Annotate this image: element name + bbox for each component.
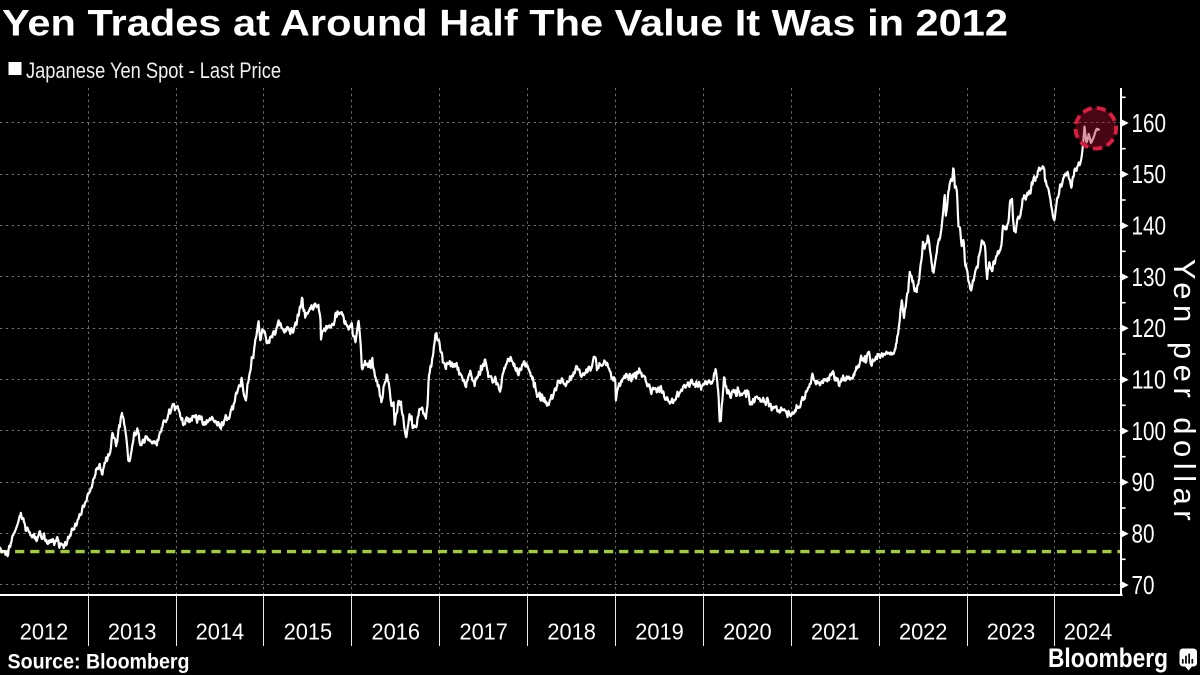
svg-text:Bloomberg: Bloomberg (1048, 643, 1168, 673)
svg-text:2023: 2023 (987, 619, 1036, 645)
svg-text:Yen Trades at Around Half The: Yen Trades at Around Half The Value It W… (2, 2, 1008, 44)
svg-text:2019: 2019 (635, 619, 684, 645)
svg-text:140: 140 (1132, 213, 1167, 241)
svg-text:2016: 2016 (372, 619, 421, 645)
svg-text:2014: 2014 (196, 619, 245, 645)
svg-text:70: 70 (1132, 572, 1155, 600)
svg-text:2021: 2021 (811, 619, 860, 645)
svg-text:2018: 2018 (547, 619, 596, 645)
svg-text:2017: 2017 (459, 619, 508, 645)
svg-text:Yen per dollar: Yen per dollar (1167, 259, 1200, 526)
svg-text:90: 90 (1132, 469, 1155, 497)
svg-text:130: 130 (1132, 264, 1167, 292)
svg-text:2015: 2015 (284, 619, 333, 645)
svg-text:2020: 2020 (723, 619, 772, 645)
svg-text:2024: 2024 (1064, 619, 1113, 645)
svg-text:2013: 2013 (108, 619, 157, 645)
svg-text:120: 120 (1132, 315, 1167, 343)
svg-text:Japanese Yen Spot - Last Price: Japanese Yen Spot - Last Price (26, 58, 281, 83)
svg-text:110: 110 (1132, 367, 1167, 395)
svg-text:2022: 2022 (899, 619, 948, 645)
svg-text:Source: Bloomberg: Source: Bloomberg (8, 651, 190, 674)
svg-text:160: 160 (1132, 110, 1167, 138)
svg-text:80: 80 (1132, 521, 1155, 549)
svg-text:2012: 2012 (20, 619, 69, 645)
svg-text:100: 100 (1132, 418, 1167, 446)
svg-text:150: 150 (1132, 161, 1167, 189)
